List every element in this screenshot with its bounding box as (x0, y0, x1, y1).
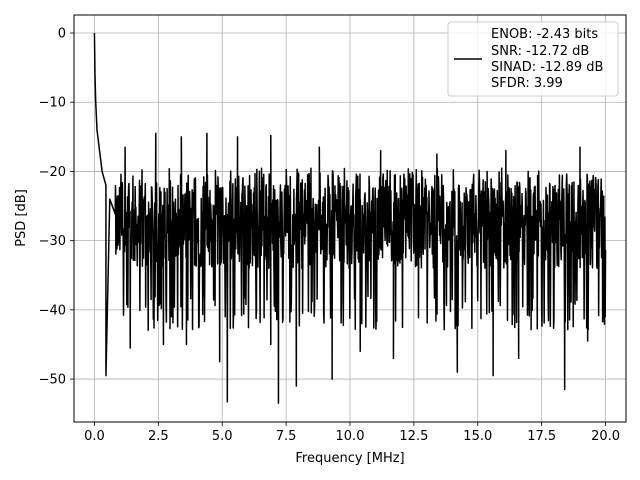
y-axis-label: PSD [dB] (14, 189, 29, 247)
x-tick-label: 7.5 (276, 429, 297, 444)
legend: ENOB: -2.43 bits SNR: -12.72 dB SINAD: -… (447, 21, 619, 97)
x-axis-label: Frequency [MHz] (295, 451, 404, 466)
x-tick-label: 0.0 (84, 429, 105, 444)
y-tick-label: −40 (39, 303, 66, 318)
x-tick-label: 12.5 (399, 429, 428, 444)
y-tick-label: −50 (39, 373, 66, 388)
legend-entry-sfdr: SFDR: 3.99 (491, 76, 563, 91)
x-tick-label: 17.5 (527, 429, 556, 444)
x-tick-label: 15.0 (463, 429, 492, 444)
plot-area (93, 32, 607, 405)
x-tick-label: 20.0 (591, 429, 620, 444)
psd-line (93, 32, 607, 405)
legend-entry-snr: SNR: -12.72 dB (491, 44, 589, 59)
x-tick-label: 5.0 (212, 429, 233, 444)
y-tick-label: −30 (39, 234, 66, 249)
y-axis: 0 −10 −20 −30 −40 −50 (39, 26, 74, 388)
y-tick-label: 0 (58, 26, 66, 41)
legend-entry-sinad: SINAD: -12.89 dB (491, 60, 603, 75)
x-tick-label: 10.0 (336, 429, 365, 444)
legend-entry-enob: ENOB: -2.43 bits (491, 27, 598, 42)
y-tick-label: −20 (39, 165, 66, 180)
x-tick-label: 2.5 (148, 429, 169, 444)
legend-box (447, 21, 619, 97)
y-tick-label: −10 (39, 96, 66, 111)
x-axis: 0.0 2.5 5.0 7.5 10.0 12.5 15.0 17.5 20.0 (84, 422, 620, 444)
